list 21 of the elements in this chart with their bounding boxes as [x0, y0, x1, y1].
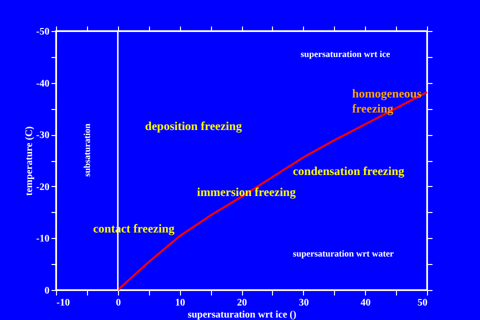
y-tick-label: 0: [44, 286, 50, 296]
y-tick-label: -40: [36, 78, 50, 90]
y-axis-title: temperature (C): [24, 126, 36, 196]
annotation: homogeneous freezing: [352, 86, 422, 116]
x-tick-label: 50: [418, 298, 428, 308]
annotation: subsaturation: [82, 124, 92, 177]
annotation: supersaturation wrt water: [292, 248, 394, 259]
x-tick-label: 10: [175, 298, 186, 308]
annotation: supersaturation wrt ice: [300, 48, 390, 59]
x-tick-label: 40: [360, 298, 371, 308]
y-tick-label: -50: [36, 26, 50, 38]
x-tick-label: -10: [56, 298, 70, 308]
x-tick-label: 30: [298, 298, 309, 308]
y-tick-label: -20: [36, 182, 50, 193]
annotation: deposition freezing: [145, 118, 242, 133]
y-tick-label: -30: [36, 130, 50, 142]
annotation: condensation freezing: [292, 164, 404, 178]
y-tick-label: -10: [36, 234, 50, 245]
x-axis-title: supersaturation wrt ice (): [188, 310, 296, 320]
x-tick-label: 0: [116, 298, 121, 308]
x-tick-label: 20: [237, 298, 247, 308]
